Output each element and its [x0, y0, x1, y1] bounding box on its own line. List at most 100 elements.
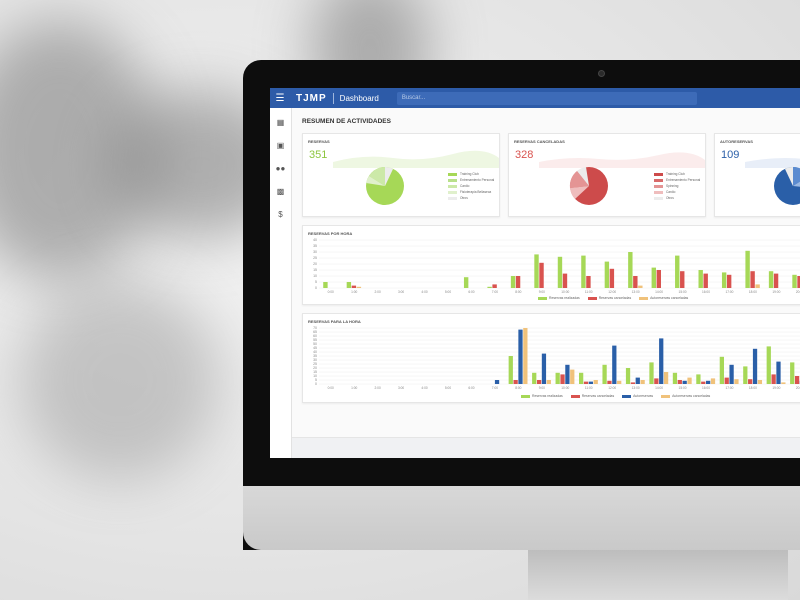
- x-tick-label: 3:00: [398, 290, 404, 294]
- bar: [768, 271, 774, 288]
- x-tick-label: 15:00: [679, 386, 687, 390]
- bar: [602, 364, 607, 384]
- bar: [752, 348, 758, 384]
- bar: [617, 380, 622, 384]
- bar: [625, 368, 631, 384]
- card-value: 351: [309, 149, 328, 161]
- y-tick-label: 30: [313, 250, 317, 254]
- x-tick-label: 8:00: [515, 386, 521, 390]
- bar: [586, 276, 591, 288]
- bar-chart: 0 5 10 15 20 25 30 35 40 0:00 1:00 2:00 3:00 4:00 5:00…: [313, 238, 800, 294]
- x-tick-label: 14:00: [655, 290, 663, 294]
- legend-item: Reservas canceladas: [570, 394, 614, 398]
- bar: [593, 380, 598, 384]
- x-tick-label: 19:00: [772, 290, 780, 294]
- bar: [726, 274, 732, 288]
- bar: [607, 380, 612, 384]
- bar: [494, 380, 500, 384]
- legend-item: Entrenamiento Personal: [448, 177, 494, 183]
- bar: [734, 379, 739, 384]
- x-tick-label: 9:00: [539, 386, 545, 390]
- pie-legend: Training Club Entrenamiento Personal Spi…: [654, 171, 700, 201]
- y-tick-label: 25: [313, 362, 317, 366]
- dollar-icon[interactable]: $: [278, 210, 283, 219]
- x-tick-label: 6:00: [468, 290, 474, 294]
- bar: [513, 380, 518, 384]
- legend-item: Cardio: [654, 189, 700, 195]
- x-tick-label: 9:00: [539, 290, 545, 294]
- bar: [532, 372, 537, 384]
- monitor-stand: [528, 550, 788, 600]
- y-tick-label: 5: [315, 378, 317, 382]
- bar: [546, 380, 551, 384]
- legend-item: Reservas canceladas: [587, 296, 631, 300]
- bar: [463, 277, 469, 288]
- legend-item: Reservas realizadas: [521, 394, 563, 398]
- dashboard-icon[interactable]: ▦: [276, 118, 285, 127]
- menu-icon[interactable]: ☰: [275, 92, 285, 104]
- x-tick-label: 19:00: [772, 386, 780, 390]
- x-tick-label: 18:00: [749, 386, 757, 390]
- card-sparkline: [539, 152, 705, 168]
- bar: [698, 270, 703, 288]
- x-tick-label: 1:00: [351, 290, 357, 294]
- card-autoreservas: AUTORESERVAS 109: [714, 133, 800, 217]
- card-title: AUTORESERVAS: [720, 139, 753, 144]
- x-tick-label: 12:00: [608, 386, 616, 390]
- bar: [696, 374, 701, 384]
- x-tick-label: 1:00: [351, 386, 357, 390]
- pie-chart: [366, 167, 404, 205]
- y-tick-label: 20: [313, 262, 317, 266]
- card-sparkline: [745, 158, 800, 168]
- bar: [687, 377, 692, 384]
- bar: [724, 377, 729, 384]
- x-tick-label: 11:00: [585, 386, 593, 390]
- bar: [794, 376, 800, 384]
- card-sparkline: [333, 150, 499, 168]
- y-tick-label: 15: [313, 370, 317, 374]
- x-tick-label: 2:00: [375, 386, 381, 390]
- calendar-icon[interactable]: ▣: [276, 141, 285, 150]
- bar: [518, 329, 523, 384]
- chart-card-reservas-para-la-hora: RESERVAS PARA LA HORA 0 5 10 15 20 25 30 35 40 45…: [302, 313, 800, 403]
- x-tick-label: 2:00: [375, 290, 381, 294]
- chart-title: RESERVAS PARA LA HORA: [308, 319, 361, 324]
- x-tick-label: 7:00: [492, 386, 498, 390]
- x-tick-label: 20:00: [796, 386, 800, 390]
- top-bar: ☰ TJMP Dashboard Buscar...: [270, 88, 800, 108]
- y-tick-label: 35: [313, 244, 317, 248]
- bar: [604, 261, 610, 288]
- bar: [633, 276, 638, 288]
- x-tick-label: 7:00: [492, 290, 498, 294]
- bar: [703, 273, 708, 288]
- x-tick-label: 5:00: [445, 290, 451, 294]
- bar: [706, 380, 711, 384]
- legend-item: Autoreservas canceladas: [661, 394, 710, 398]
- y-tick-label: 0: [315, 286, 317, 290]
- x-tick-label: 4:00: [421, 386, 427, 390]
- y-tick-label: 35: [313, 354, 317, 358]
- x-tick-label: 14:00: [655, 386, 663, 390]
- x-tick-label: 3:00: [398, 386, 404, 390]
- bar: [649, 362, 654, 384]
- bar: [656, 270, 661, 288]
- bar: [771, 374, 776, 384]
- bar: [663, 372, 669, 384]
- building-icon[interactable]: ▩: [276, 187, 285, 196]
- bar: [570, 369, 575, 384]
- bar: [682, 380, 687, 384]
- legend-item: Autoreservas canceladas: [639, 296, 688, 300]
- bar: [680, 271, 685, 288]
- x-tick-label: 0:00: [328, 386, 334, 390]
- chart-legend: Reservas realizadas Reservas canceladas …: [521, 394, 710, 398]
- bar: [781, 382, 786, 384]
- card-reservas: RESERVAS 351 Training Club Entrenamiento…: [302, 133, 500, 217]
- bar: [640, 380, 645, 384]
- people-icon[interactable]: ●●: [275, 164, 286, 173]
- y-tick-label: 40: [313, 238, 317, 242]
- screen: ☰ TJMP Dashboard Buscar... ▦ ▣ ●● ▩ $ RE…: [270, 88, 800, 458]
- section-title: RESUMEN DE ACTIVIDADES: [302, 118, 391, 125]
- bar: [745, 250, 750, 288]
- search-input[interactable]: Buscar...: [396, 91, 697, 105]
- y-tick-label: 60: [313, 334, 317, 338]
